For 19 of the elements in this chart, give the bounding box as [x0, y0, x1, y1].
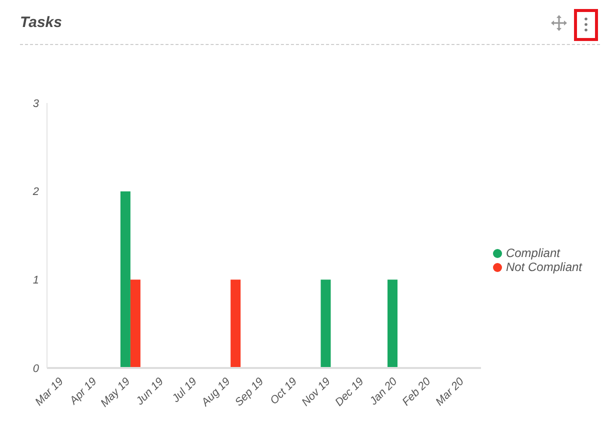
- x-tick-label: Mar 20: [434, 375, 468, 408]
- x-tick-label: Feb 20: [400, 375, 434, 408]
- chart-title: Tasks: [20, 14, 62, 31]
- x-tick-label: Jun 19: [133, 376, 166, 408]
- x-tick-label: Mar 19: [33, 376, 66, 408]
- x-tick-label: Dec 19: [333, 376, 366, 409]
- x-tick-label: Oct 19: [268, 376, 300, 408]
- x-tick-label: Nov 19: [300, 376, 333, 409]
- x-tick-label: Apr 19: [67, 376, 100, 408]
- x-tick-label: Aug 19: [198, 376, 233, 410]
- x-tick-label: Jan 20: [367, 375, 400, 408]
- legend-label: Compliant: [506, 246, 560, 260]
- y-tick-label: 3: [32, 98, 40, 110]
- x-tick-label: Sep 19: [232, 376, 266, 409]
- y-tick-label: 2: [32, 186, 39, 198]
- y-tick-label: 1: [32, 274, 39, 287]
- x-tick-label: Jul 19: [169, 376, 200, 406]
- y-tick-label: 0: [32, 362, 40, 375]
- legend-label: Not Compliant: [506, 260, 582, 274]
